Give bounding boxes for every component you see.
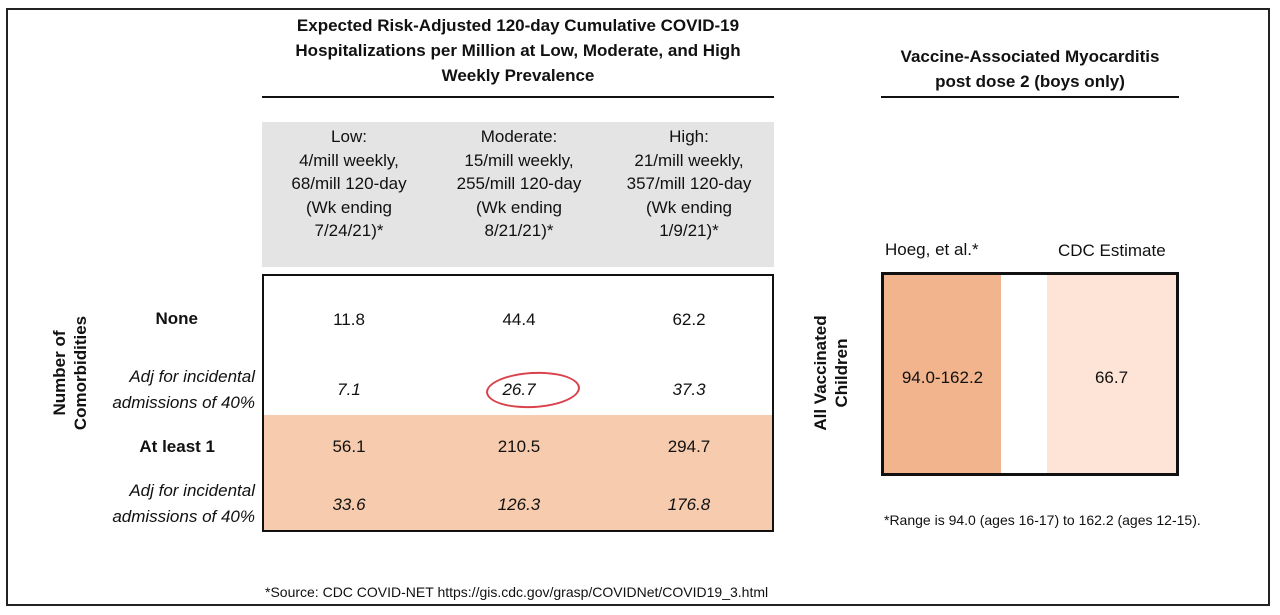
- row-label-adj-none: Adj for incidental admissions of 40%: [60, 364, 255, 416]
- row-label-adj-at-least-1: Adj for incidental admissions of 40%: [60, 478, 255, 530]
- header-line: 357/mill 120-day: [626, 174, 752, 194]
- column-header-high: High: 21/mill weekly, 357/mill 120-day (…: [604, 125, 774, 243]
- cell-atleast1-moderate: 210.5: [497, 437, 541, 456]
- column-header-low: Low: 4/mill weekly, 68/mill 120-day (Wk …: [264, 125, 434, 243]
- left-title-line: Expected Risk-Adjusted 120-day Cumulativ…: [296, 16, 740, 35]
- header-line: (Wk ending: [306, 197, 392, 217]
- cell-adj-atleast1-high: 176.8: [667, 495, 711, 514]
- source-note: *Source: CDC COVID-NET https://gis.cdc.g…: [265, 584, 769, 600]
- left-panel-title: Expected Risk-Adjusted 120-day Cumulativ…: [262, 13, 774, 88]
- hoeg-value: 94.0-162.2: [901, 368, 984, 387]
- header-line: 68/mill 120-day: [291, 174, 407, 194]
- row-label-none: None: [95, 306, 199, 332]
- header-line: 15/mill weekly,: [464, 150, 574, 170]
- header-line: 4/mill weekly,: [299, 150, 399, 170]
- cdc-value: 66.7: [1094, 368, 1129, 387]
- cell-none-high: 62.2: [672, 310, 706, 329]
- row-label-line: admissions of 40%: [112, 507, 255, 526]
- header-line: 8/21/21)*: [484, 221, 554, 241]
- figure-frame: [6, 8, 1270, 606]
- cell-adj-none-high: 37.3: [672, 380, 706, 399]
- hospitalization-table-border: [262, 274, 774, 532]
- header-line: (Wk ending: [646, 197, 732, 217]
- right-title-line: Vaccine-Associated Myocarditis: [900, 47, 1160, 66]
- cell-adj-none-low: 7.1: [337, 380, 361, 399]
- header-line: 21/mill weekly,: [634, 150, 744, 170]
- cdc-bar: [1047, 275, 1176, 473]
- col-label-cdc: CDC Estimate: [1058, 241, 1166, 260]
- axis-label-line: Comorbidities: [71, 315, 90, 431]
- range-footnote: *Range is 94.0 (ages 16-17) to 162.2 (ag…: [884, 512, 1201, 528]
- left-title-underline: [262, 96, 774, 98]
- row-label-text: None: [155, 309, 199, 328]
- cell-adj-atleast1-low: 33.6: [332, 495, 366, 514]
- vaccinated-axis-label: All Vaccinated Children: [810, 283, 852, 463]
- axis-label-line: Children: [832, 338, 851, 408]
- header-line: High:: [669, 127, 709, 146]
- at-least-one-shading: [264, 415, 772, 530]
- header-line: Moderate:: [480, 127, 558, 146]
- row-label-at-least-1: At least 1: [95, 434, 215, 460]
- axis-label-line: All Vaccinated: [811, 315, 830, 431]
- header-line: 255/mill 120-day: [456, 174, 582, 194]
- column-header-moderate: Moderate: 15/mill weekly, 255/mill 120-d…: [434, 125, 604, 243]
- header-line: 7/24/21)*: [314, 221, 384, 241]
- axis-label-line: Number of: [50, 330, 69, 416]
- row-label-line: admissions of 40%: [112, 393, 255, 412]
- cell-atleast1-low: 56.1: [332, 437, 366, 456]
- cell-adj-none-moderate: 26.7: [502, 380, 536, 399]
- comorbidities-axis-label: Number of Comorbidities: [49, 283, 91, 463]
- hoeg-bar: [884, 275, 1001, 473]
- right-title-line: post dose 2 (boys only): [935, 72, 1125, 91]
- right-panel-title: Vaccine-Associated Myocarditis post dose…: [881, 44, 1179, 94]
- left-title-line: Weekly Prevalence: [441, 66, 595, 85]
- left-title-line: Hospitalizations per Million at Low, Mod…: [295, 41, 741, 60]
- right-title-underline: [881, 96, 1179, 98]
- row-label-line: Adj for incidental: [129, 367, 255, 386]
- header-line: 1/9/21)*: [659, 221, 719, 241]
- cell-adj-atleast1-moderate: 126.3: [497, 495, 541, 514]
- header-line: (Wk ending: [476, 197, 562, 217]
- column-header-background: [262, 122, 774, 267]
- col-label-hoeg: Hoeg, et al.*: [885, 240, 979, 259]
- cell-none-moderate: 44.4: [502, 310, 536, 329]
- row-label-text: At least 1: [139, 437, 215, 456]
- cell-none-low: 11.8: [333, 310, 365, 329]
- cell-atleast1-high: 294.7: [667, 437, 711, 456]
- header-line: Low:: [331, 127, 367, 146]
- row-label-line: Adj for incidental: [129, 481, 255, 500]
